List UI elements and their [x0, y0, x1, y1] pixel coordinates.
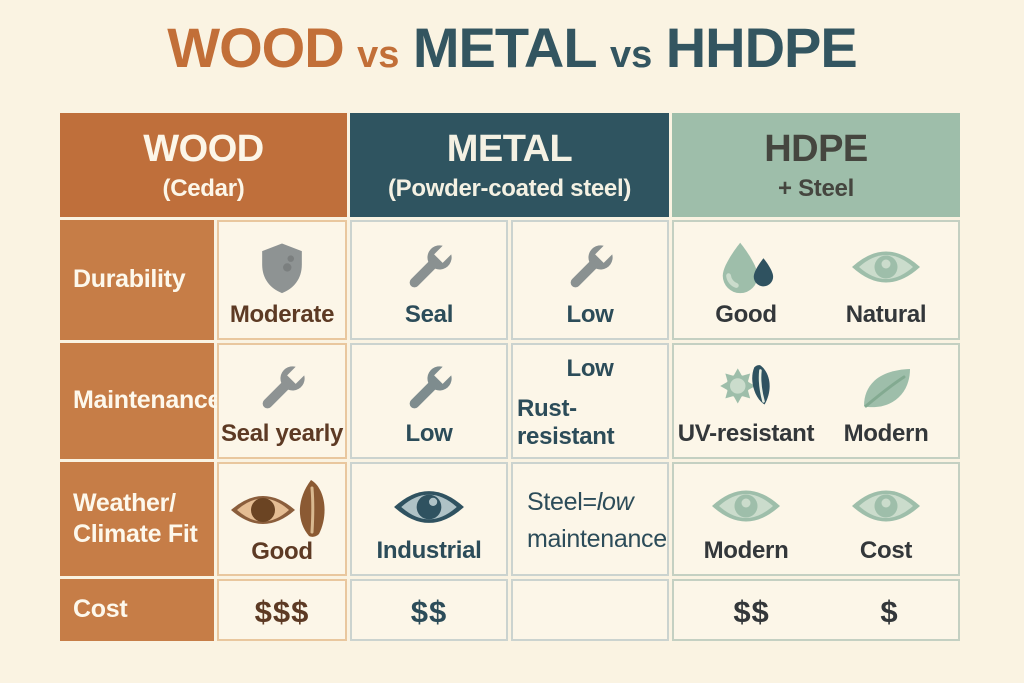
- eye-icon: [710, 484, 782, 528]
- water-drops-icon: [715, 239, 777, 295]
- cell-maintenance-metal-2: Low Rust-resistant: [511, 343, 669, 459]
- cell-maintenance-metal-1: Low: [350, 343, 508, 459]
- row-label-maintenance: Maintenance: [60, 343, 221, 459]
- cell-label: Seal: [404, 301, 454, 328]
- eye-icon: [850, 245, 922, 289]
- cell-cost-metal-2: [511, 579, 669, 641]
- header-metal-subtitle: (Powder-coated steel): [387, 174, 632, 202]
- cost-value: $$: [410, 593, 448, 629]
- cell-text-line: Rust-resistant: [517, 394, 615, 450]
- cell-label: Good: [251, 538, 313, 565]
- shield-icon: [254, 240, 310, 296]
- header-hdpe-subtitle: + Steel: [778, 174, 854, 202]
- header-metal: METAL (Powder-coated steel): [350, 113, 669, 217]
- cell-cost-wood: $$$: [217, 579, 347, 641]
- cell-durability-metal-1: Seal: [350, 220, 508, 340]
- cell-text-line: Steel=low: [527, 487, 634, 517]
- cell-label: Low: [566, 301, 614, 328]
- cost-value: $: [880, 593, 899, 629]
- cell-durability-hdpe: Good Natural: [672, 220, 960, 340]
- cell-label: Seal yearly: [220, 420, 344, 447]
- cell-weather-metal-1: Industrial: [350, 462, 508, 576]
- low-italic-text: low: [596, 487, 634, 516]
- cell-cost-hdpe: $$ $: [672, 579, 960, 641]
- cell-durability-metal-2: Low: [511, 220, 669, 340]
- cell-maintenance-wood: Seal yearly: [217, 343, 347, 459]
- row-label-maintenance-text: Maintenance: [73, 386, 222, 415]
- cell-label: Low: [405, 420, 453, 447]
- cell-label: Cost: [859, 537, 913, 564]
- eye-icon: [850, 484, 922, 528]
- sun-leaf-icon: [713, 361, 779, 415]
- header-wood-subtitle: (Cedar): [162, 174, 245, 202]
- row-label-durability: Durability: [60, 220, 214, 340]
- row-label-weather-line1: Weather/: [73, 488, 176, 517]
- header-wood-title: WOOD: [143, 127, 264, 170]
- eye-icon: [392, 484, 466, 530]
- title-word-metal: METAL: [412, 16, 598, 79]
- cell-label: Moderate: [229, 301, 335, 328]
- header-hdpe: HDPE + Steel: [672, 113, 960, 217]
- cost-value: $$: [733, 593, 770, 629]
- cell-label: UV-resistant: [677, 420, 815, 447]
- comparison-table: WOOD (Cedar) METAL (Powder-coated steel)…: [60, 113, 960, 641]
- cost-value: $$$: [254, 593, 310, 629]
- cell-weather-wood: Good: [217, 462, 347, 576]
- row-label-cost: Cost: [60, 579, 214, 641]
- wrench-icon: [400, 360, 458, 418]
- cell-weather-metal-2: Steel=low maintenance: [511, 462, 669, 576]
- cell-weather-hdpe: Modern Cost: [672, 462, 960, 576]
- row-label-durability-text: Durability: [73, 265, 186, 294]
- leaf-icon: [856, 364, 916, 412]
- header-wood: WOOD (Cedar): [60, 113, 347, 217]
- cell-label: Modern: [703, 537, 789, 564]
- row-label-weather: Weather/ Climate Fit: [60, 462, 214, 576]
- wrench-icon: [561, 239, 619, 297]
- cell-label: Modern: [843, 420, 929, 447]
- title-word-wood: WOOD: [167, 16, 344, 79]
- wrench-icon: [253, 360, 311, 418]
- row-label-cost-text: Cost: [73, 595, 128, 624]
- steel-text: Steel=: [527, 487, 597, 516]
- title-vs-1: vs: [357, 34, 400, 76]
- cell-durability-wood: Moderate: [217, 220, 347, 340]
- cell-label: Industrial: [376, 537, 482, 564]
- header-hdpe-title: HDPE: [764, 127, 868, 170]
- header-metal-title: METAL: [446, 127, 573, 170]
- cell-cost-metal-1: $$: [350, 579, 508, 641]
- cell-text-line: maintenance: [527, 524, 667, 553]
- wrench-icon: [400, 239, 458, 297]
- cell-maintenance-hdpe: UV-resistant Modern: [672, 343, 960, 459]
- cell-label: Good: [715, 301, 777, 328]
- title-word-hdpe: HHDPE: [665, 16, 858, 79]
- eye-leaf-icon: [227, 476, 337, 538]
- title-vs-2: vs: [610, 34, 653, 76]
- row-label-weather-line2: Climate Fit: [73, 520, 198, 548]
- cell-label: Natural: [845, 301, 927, 328]
- page-title: WOOD vs METAL vs HHDPE: [0, 20, 1024, 76]
- cell-text-line: Low: [566, 354, 614, 382]
